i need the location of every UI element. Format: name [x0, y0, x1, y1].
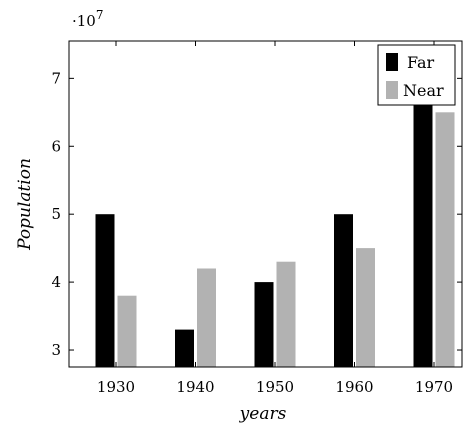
x-tick-label-1950: 1950	[256, 378, 294, 396]
bar-far-1970	[413, 78, 433, 368]
bar-far-1940	[175, 329, 194, 367]
legend-label-near: Near	[403, 81, 444, 100]
x-tick-label-1970: 1970	[415, 378, 453, 396]
legend-swatch-far	[386, 53, 398, 71]
x-tick-label-1960: 1960	[335, 378, 373, 396]
y-tick-label-6: 6	[51, 137, 61, 155]
plot-frame	[68, 40, 463, 368]
y-axis-multiplier: ·107	[72, 8, 104, 30]
bar-far-1930	[95, 214, 115, 367]
x-tick-label-1940: 1940	[176, 378, 214, 396]
axes-group	[68, 40, 463, 368]
y-tick-label-7: 7	[51, 69, 61, 87]
bar-far-1960	[334, 214, 353, 367]
bar-near-1940	[197, 268, 216, 367]
y-axis-multiplier-exponent: 7	[96, 8, 104, 22]
legend: Far Near	[377, 44, 456, 106]
legend-swatch-near	[386, 81, 398, 99]
y-tick-label-5: 5	[51, 205, 61, 223]
y-tick-label-4: 4	[51, 273, 61, 291]
x-tick-label-1930: 1930	[97, 378, 135, 396]
bar-near-1960	[356, 248, 375, 367]
bar-near-1930	[117, 295, 137, 367]
bar-far-1950	[254, 282, 274, 367]
bar-near-1970	[435, 112, 455, 367]
ticks-group: 3 4 5 6 7 1930 1940 1950 1960 1970	[51, 41, 462, 396]
x-axis-label: years	[239, 404, 287, 424]
y-axis-label: Population	[15, 158, 35, 251]
y-axis-multiplier-base: ·10	[72, 12, 96, 30]
legend-label-far: Far	[407, 53, 435, 72]
bars-group	[95, 78, 455, 368]
y-tick-label-3: 3	[51, 341, 61, 359]
bar-near-1950	[276, 261, 296, 367]
